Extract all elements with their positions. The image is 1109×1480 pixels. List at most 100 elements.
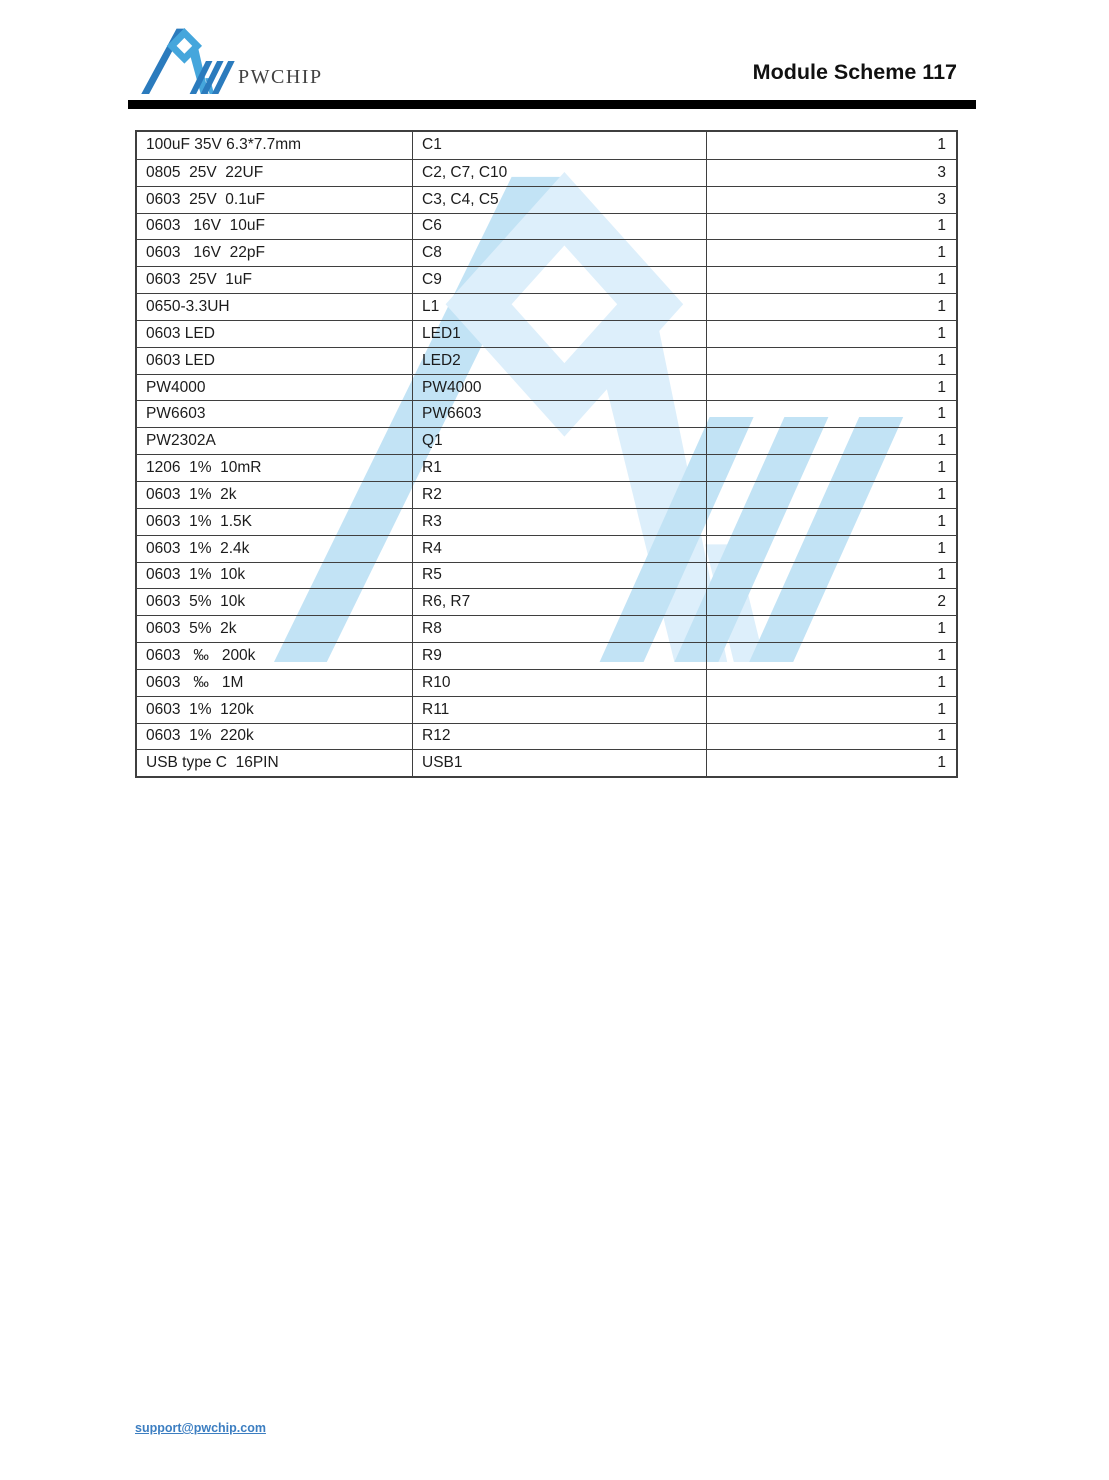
- designator-cell: C6: [412, 213, 706, 240]
- table-row: 0603 1% 10k R5 1: [137, 561, 956, 589]
- spec-cell: 0603 5% 2k: [146, 620, 237, 638]
- table-row: 0603 1% 2k R2 1: [137, 480, 956, 508]
- designator-cell: R1: [412, 455, 706, 481]
- qty-cell: 1: [706, 240, 956, 267]
- designator-cell: L1: [412, 294, 706, 320]
- spec-cell: 0603 5% 10k: [146, 593, 246, 611]
- qty-cell: 1: [706, 347, 956, 374]
- qty-cell: 1: [706, 374, 956, 401]
- qty-cell: 1: [706, 294, 956, 320]
- support-email-link[interactable]: support@pwchip.com: [135, 1421, 266, 1435]
- qty-cell: 1: [706, 428, 956, 455]
- spec-cell: 0603 16V 22pF: [146, 244, 265, 262]
- brand-name: PWCHIP: [238, 66, 323, 88]
- qty-cell: 3: [706, 186, 956, 213]
- designator-cell: C9: [412, 267, 706, 294]
- qty-cell: 3: [706, 159, 956, 186]
- table-row: 0603 LED LED2 1: [137, 346, 956, 374]
- spec-cell: 0650-3.3UH: [146, 297, 230, 315]
- table-row: 0603 16V 10uF C6 1: [137, 212, 956, 240]
- spec-cell: 100uF 35V 6.3*7.7mm: [146, 136, 302, 154]
- qty-cell: 1: [706, 750, 956, 777]
- designator-cell: R8: [412, 616, 706, 643]
- page-title: Module Scheme 117: [752, 60, 957, 84]
- spec-cell: 0603 ‰ 200k: [146, 646, 256, 664]
- designator-cell: C3, C4, C5: [412, 186, 706, 213]
- spec-cell: 0603 ‰ 1M: [146, 673, 244, 691]
- spec-cell: PW2302A: [146, 432, 216, 450]
- designator-cell: R6, R7: [412, 589, 706, 616]
- table-row: 0603 5% 2k R8 1: [137, 615, 956, 643]
- spec-cell: 0805 25V 22UF: [146, 163, 264, 181]
- designator-cell: PW6603: [412, 401, 706, 428]
- spec-cell: 0603 16V 10uF: [146, 217, 265, 235]
- spec-cell: 0603 1% 2k: [146, 485, 237, 503]
- table-row: PW6603 PW6603 1: [137, 400, 956, 428]
- qty-cell: 1: [706, 267, 956, 294]
- qty-cell: 1: [706, 481, 956, 508]
- table-row: 0603 ‰ 200k R9 1: [137, 642, 956, 669]
- designator-cell: R12: [412, 723, 706, 750]
- qty-cell: 1: [706, 508, 956, 535]
- qty-cell: 1: [706, 535, 956, 562]
- table-row: 1206 1% 10mR R1 1: [137, 454, 956, 481]
- designator-cell: LED1: [412, 320, 706, 347]
- header-divider: [128, 100, 976, 109]
- designator-cell: Q1: [412, 428, 706, 455]
- qty-cell: 1: [706, 696, 956, 723]
- spec-cell: 0603 1% 10k: [146, 566, 246, 584]
- qty-cell: 1: [706, 723, 956, 750]
- qty-cell: 1: [706, 401, 956, 428]
- table-row: 0603 16V 22pF C8 1: [137, 239, 956, 267]
- spec-cell: 0603 1% 220k: [146, 727, 254, 745]
- spec-cell: 0603 25V 1uF: [146, 271, 252, 289]
- qty-cell: 1: [706, 320, 956, 347]
- bom-table: 100uF 35V 6.3*7.7mm C1 1 0805 25V 22UF C2, C…: [135, 130, 958, 779]
- designator-cell: R10: [412, 669, 706, 696]
- spec-cell: 0603 LED: [146, 324, 215, 342]
- qty-cell: 1: [706, 562, 956, 589]
- qty-cell: 1: [706, 132, 956, 159]
- table-row: 0603 5% 10k R6, R7 2: [137, 588, 956, 616]
- designator-cell: C2, C7, C10: [412, 159, 706, 186]
- table-row: 0650-3.3UH L1 1: [137, 293, 956, 320]
- table-row: 0603 1% 220k R12 1: [137, 722, 956, 750]
- table-row: 0603 1% 120k R11 1: [137, 695, 956, 723]
- spec-cell: 0603 1% 2.4k: [146, 539, 250, 557]
- qty-cell: 2: [706, 589, 956, 616]
- spec-cell: 0603 1% 1.5K: [146, 512, 252, 530]
- spec-cell: 1206 1% 10mR: [146, 459, 262, 477]
- pwchip-logo-icon: [138, 28, 236, 94]
- spec-cell: 0603 LED: [146, 351, 215, 369]
- table-row: 0603 LED LED1 1: [137, 319, 956, 347]
- qty-cell: 1: [706, 616, 956, 643]
- spec-cell: PW4000: [146, 378, 206, 396]
- designator-cell: C1: [412, 132, 706, 159]
- qty-cell: 1: [706, 213, 956, 240]
- designator-cell: R3: [412, 508, 706, 535]
- spec-cell: 0603 1% 120k: [146, 700, 254, 718]
- table-row: PW2302A Q1 1: [137, 427, 956, 455]
- spec-cell: PW6603: [146, 405, 206, 423]
- qty-cell: 1: [706, 455, 956, 481]
- table-row: 0603 1% 2.4k R4 1: [137, 534, 956, 562]
- designator-cell: R4: [412, 535, 706, 562]
- qty-cell: 1: [706, 643, 956, 669]
- qty-cell: 1: [706, 669, 956, 696]
- table-row: 0603 25V 1uF C9 1: [137, 266, 956, 294]
- table-row: 0805 25V 22UF C2, C7, C10 3: [137, 158, 956, 186]
- table-row: USB type C 16PIN USB1 1: [137, 749, 956, 777]
- designator-cell: PW4000: [412, 374, 706, 401]
- table-row: 0603 25V 0.1uF C3, C4, C5 3: [137, 185, 956, 213]
- spec-cell: USB type C 16PIN: [146, 754, 279, 772]
- table-row: 0603 ‰ 1M R10 1: [137, 668, 956, 696]
- spec-cell: 0603 25V 0.1uF: [146, 190, 265, 208]
- designator-cell: R2: [412, 481, 706, 508]
- table-row: 0603 1% 1.5K R3 1: [137, 507, 956, 535]
- table-row: PW4000 PW4000 1: [137, 373, 956, 401]
- designator-cell: C8: [412, 240, 706, 267]
- designator-cell: LED2: [412, 347, 706, 374]
- designator-cell: USB1: [412, 750, 706, 777]
- designator-cell: R11: [412, 696, 706, 723]
